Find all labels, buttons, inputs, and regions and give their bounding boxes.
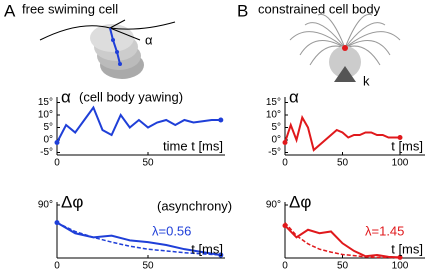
x-tick-label: 50 bbox=[337, 158, 349, 169]
x-tick-label: 0 bbox=[54, 158, 60, 169]
fit-label: λ=1.45 bbox=[365, 223, 404, 238]
x-tick-label: 50 bbox=[142, 261, 154, 272]
chart-symbol: α bbox=[61, 87, 71, 106]
panel-title: free swiming cell bbox=[22, 1, 118, 16]
data-point bbox=[54, 140, 60, 145]
x-tick-label: 0 bbox=[54, 261, 60, 272]
y-tick-label: 5° bbox=[271, 122, 281, 133]
diagram-label: k bbox=[363, 73, 370, 88]
y-tick-label: 10° bbox=[38, 110, 53, 121]
x-tick-label: 50 bbox=[337, 261, 349, 272]
chart-title: (cell body yawing) bbox=[79, 89, 183, 104]
diagram-label: α bbox=[145, 32, 153, 47]
y-tick-label: 15° bbox=[38, 97, 53, 108]
panel-title: constrained cell body bbox=[258, 1, 381, 16]
data-line bbox=[284, 224, 401, 259]
data-point bbox=[218, 117, 224, 123]
cell-diagram bbox=[289, 13, 401, 82]
y-tick-label: 90° bbox=[38, 200, 53, 211]
fit-line bbox=[56, 221, 221, 256]
chart-symbol: α bbox=[289, 87, 299, 106]
chart-symbol: Δφ bbox=[61, 192, 83, 211]
data-point bbox=[397, 135, 403, 140]
y-tick-label: 0° bbox=[271, 135, 281, 146]
cell-diagram bbox=[39, 19, 176, 79]
y-tick-label: 15° bbox=[266, 97, 281, 108]
y-tick-label: 5° bbox=[43, 122, 53, 133]
x-tick-label: 100 bbox=[392, 158, 409, 169]
x-axis-label: t [ms] bbox=[391, 138, 423, 153]
y-tick-label: 0° bbox=[43, 135, 53, 146]
x-tick-label: 0 bbox=[282, 261, 288, 272]
x-axis-label: t [ms] bbox=[191, 241, 223, 256]
y-tick-label: 10° bbox=[266, 110, 281, 121]
panel-label: A bbox=[4, 1, 16, 20]
chart-symbol: Δφ bbox=[289, 192, 311, 211]
x-tick-label: 50 bbox=[142, 158, 154, 169]
x-axis-label: time t [ms] bbox=[163, 138, 223, 153]
data-line bbox=[56, 221, 221, 257]
data-point bbox=[397, 254, 403, 260]
fit-line bbox=[284, 222, 401, 259]
panel-label: B bbox=[237, 1, 248, 20]
data-line bbox=[56, 105, 221, 143]
annotation: (asynchrony) bbox=[157, 198, 232, 213]
x-tick-label: 0 bbox=[282, 158, 288, 169]
y-tick-label: -5° bbox=[268, 147, 281, 158]
fit-label: λ=0.56 bbox=[152, 223, 191, 238]
y-tick-label: -5° bbox=[40, 147, 53, 158]
y-tick-label: 90° bbox=[266, 200, 281, 211]
x-tick-label: 100 bbox=[392, 261, 409, 272]
data-line bbox=[284, 114, 400, 152]
x-axis-label: t [ms] bbox=[391, 241, 423, 256]
data-point bbox=[282, 140, 288, 145]
